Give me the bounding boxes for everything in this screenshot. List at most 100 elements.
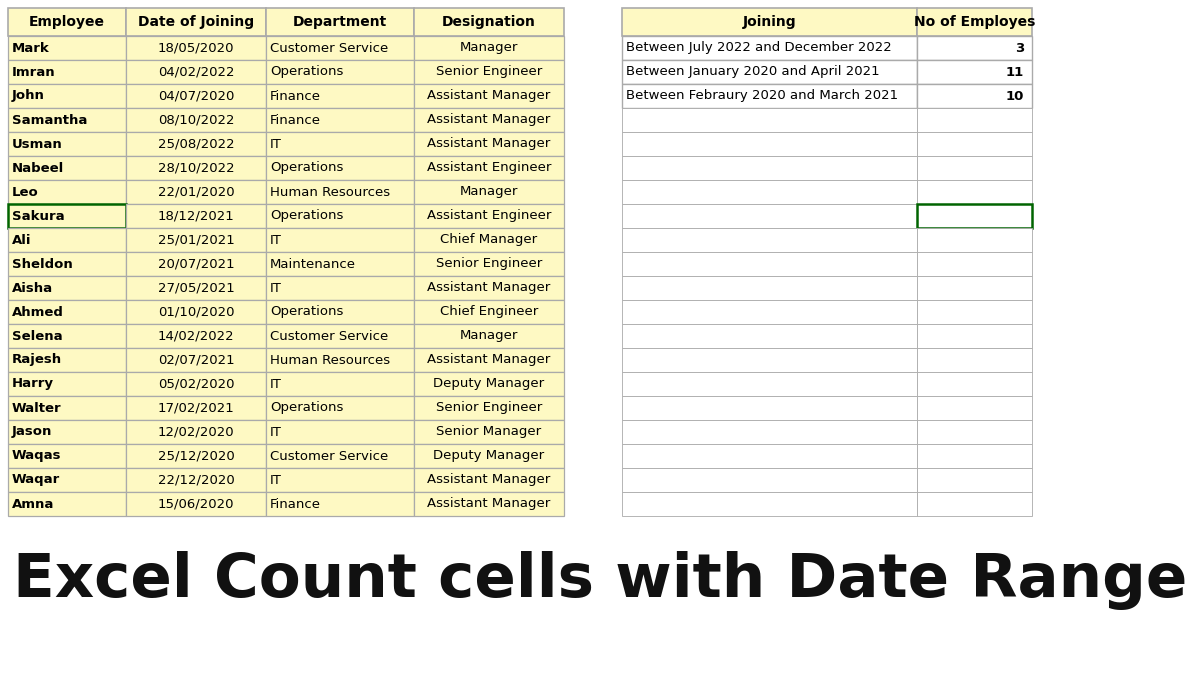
- Text: Assistant Manager: Assistant Manager: [427, 138, 551, 151]
- Bar: [126, 324, 266, 348]
- Bar: [622, 84, 917, 108]
- Bar: [622, 228, 917, 252]
- Bar: [126, 84, 266, 108]
- Text: Deputy Manager: Deputy Manager: [433, 377, 545, 391]
- Text: Finance: Finance: [270, 497, 322, 510]
- Bar: [8, 228, 126, 252]
- Bar: [266, 468, 414, 492]
- Bar: [126, 36, 266, 60]
- Bar: [8, 8, 126, 36]
- Text: 12/02/2020: 12/02/2020: [157, 425, 234, 439]
- Bar: [917, 60, 1032, 84]
- Bar: [622, 276, 917, 300]
- Bar: [126, 348, 266, 372]
- Text: 11: 11: [1006, 65, 1024, 78]
- Bar: [917, 396, 1032, 420]
- Bar: [414, 36, 564, 60]
- Text: Deputy Manager: Deputy Manager: [433, 450, 545, 462]
- Bar: [8, 156, 126, 180]
- Bar: [622, 180, 917, 204]
- Text: 20/07/2021: 20/07/2021: [157, 257, 234, 271]
- Bar: [126, 108, 266, 132]
- Text: 3: 3: [1015, 41, 1024, 55]
- Text: Department: Department: [293, 15, 388, 29]
- Text: 27/05/2021: 27/05/2021: [157, 281, 234, 294]
- Bar: [414, 84, 564, 108]
- Text: IT: IT: [270, 281, 282, 294]
- Bar: [414, 420, 564, 444]
- Text: Usman: Usman: [12, 138, 62, 151]
- Text: Maintenance: Maintenance: [270, 257, 356, 271]
- Bar: [266, 204, 414, 228]
- Text: IT: IT: [270, 234, 282, 246]
- Text: Assistant Manager: Assistant Manager: [427, 281, 551, 294]
- Text: Manager: Manager: [460, 186, 518, 198]
- Text: 08/10/2022: 08/10/2022: [157, 113, 234, 126]
- Bar: [8, 204, 126, 228]
- Bar: [917, 204, 1032, 228]
- Text: Aisha: Aisha: [12, 281, 53, 294]
- Text: Chief Engineer: Chief Engineer: [440, 306, 538, 319]
- Bar: [917, 492, 1032, 516]
- Bar: [126, 180, 266, 204]
- Text: Manager: Manager: [460, 41, 518, 55]
- Bar: [414, 156, 564, 180]
- Bar: [622, 108, 917, 132]
- Bar: [8, 468, 126, 492]
- Bar: [126, 132, 266, 156]
- Text: Ali: Ali: [12, 234, 31, 246]
- Bar: [414, 204, 564, 228]
- Bar: [266, 132, 414, 156]
- Bar: [8, 324, 126, 348]
- Bar: [622, 420, 917, 444]
- Bar: [8, 420, 126, 444]
- Text: Imran: Imran: [12, 65, 55, 78]
- Text: 04/07/2020: 04/07/2020: [158, 90, 234, 103]
- Text: John: John: [12, 90, 44, 103]
- Bar: [917, 444, 1032, 468]
- Bar: [414, 324, 564, 348]
- Bar: [126, 420, 266, 444]
- Bar: [917, 84, 1032, 108]
- Bar: [126, 444, 266, 468]
- Text: Senior Manager: Senior Manager: [437, 425, 541, 439]
- Bar: [917, 468, 1032, 492]
- Text: Designation: Designation: [442, 15, 536, 29]
- Text: Finance: Finance: [270, 90, 322, 103]
- Text: 25/01/2021: 25/01/2021: [157, 234, 234, 246]
- Bar: [8, 252, 126, 276]
- Text: Assistant Manager: Assistant Manager: [427, 473, 551, 487]
- Text: Between July 2022 and December 2022: Between July 2022 and December 2022: [626, 41, 892, 55]
- Text: Selena: Selena: [12, 329, 62, 342]
- Text: Senior Engineer: Senior Engineer: [436, 65, 542, 78]
- Bar: [266, 180, 414, 204]
- Bar: [126, 204, 266, 228]
- Text: Samantha: Samantha: [12, 113, 88, 126]
- Bar: [8, 300, 126, 324]
- Bar: [622, 492, 917, 516]
- Bar: [622, 300, 917, 324]
- Bar: [126, 156, 266, 180]
- Text: 22/12/2020: 22/12/2020: [157, 473, 234, 487]
- Text: Assistant Manager: Assistant Manager: [427, 354, 551, 367]
- Text: Assistant Manager: Assistant Manager: [427, 90, 551, 103]
- Bar: [8, 180, 126, 204]
- Text: Waqar: Waqar: [12, 473, 60, 487]
- Text: Employee: Employee: [29, 15, 106, 29]
- Bar: [8, 132, 126, 156]
- Bar: [622, 132, 917, 156]
- Text: 04/02/2022: 04/02/2022: [157, 65, 234, 78]
- Bar: [622, 372, 917, 396]
- Text: Leo: Leo: [12, 186, 38, 198]
- Bar: [266, 228, 414, 252]
- Bar: [622, 324, 917, 348]
- Text: Amna: Amna: [12, 497, 54, 510]
- Bar: [622, 396, 917, 420]
- Bar: [917, 156, 1032, 180]
- Text: Mark: Mark: [12, 41, 49, 55]
- Bar: [8, 108, 126, 132]
- Text: Operations: Operations: [270, 209, 343, 223]
- Bar: [414, 132, 564, 156]
- Text: Customer Service: Customer Service: [270, 329, 389, 342]
- Bar: [266, 36, 414, 60]
